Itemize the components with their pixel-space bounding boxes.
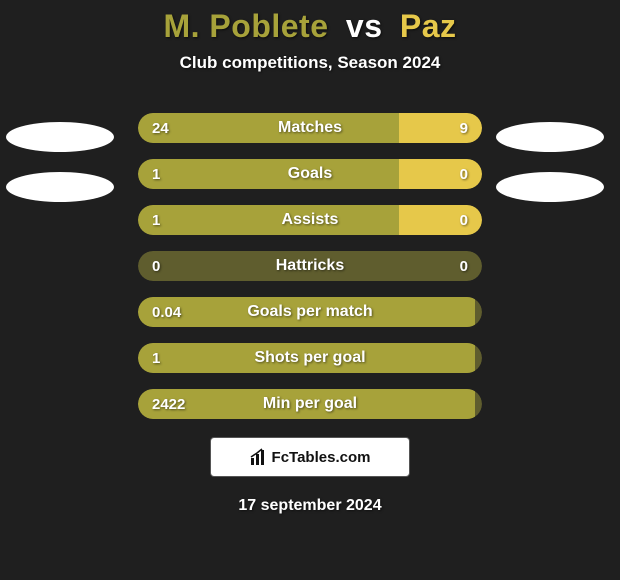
brand-link[interactable]: FcTables.com [210,437,410,477]
comparison-chart: Matches249Goals10Assists10Hattricks00Goa… [138,113,482,419]
stat-row: Shots per goal1 [138,343,482,373]
row-value-left: 24 [152,113,169,143]
title-player1: M. Poblete [163,8,328,44]
date-label: 17 september 2024 [0,497,620,515]
row-value-left: 1 [152,205,160,235]
row-value-right: 0 [460,205,468,235]
title-player2: Paz [400,8,457,44]
row-label: Assists [138,205,482,235]
row-label: Hattricks [138,251,482,281]
page-title: M. Poblete vs Paz [0,8,620,45]
row-value-right: 0 [460,251,468,281]
row-label: Matches [138,113,482,143]
content-root: M. Poblete vs Paz Club competitions, Sea… [0,0,620,580]
stat-row: Goals1 0 [138,159,482,189]
row-value-left: 1 [152,159,160,189]
stat-row: Min per goal2422 [138,389,482,419]
team-badge-left [6,172,114,202]
stat-row: Matches24 9 [138,113,482,143]
row-label: Shots per goal [138,343,482,373]
row-label: Goals [138,159,482,189]
row-value-left: 0.04 [152,297,181,327]
row-value-right: 0 [460,159,468,189]
team-badge-right [496,122,604,152]
row-value-left: 2422 [152,389,185,419]
row-value-left: 1 [152,343,160,373]
row-value-left: 0 [152,251,160,281]
subtitle: Club competitions, Season 2024 [0,53,620,73]
stat-row: Goals per match0.04 [138,297,482,327]
row-label: Min per goal [138,389,482,419]
team-badge-right [496,172,604,202]
chart-icon [250,448,268,466]
team-badge-left [6,122,114,152]
stat-row: Assists1 0 [138,205,482,235]
brand-text: FcTables.com [272,449,371,466]
row-label: Goals per match [138,297,482,327]
stat-row: Hattricks0 0 [138,251,482,281]
row-value-right: 9 [460,113,468,143]
title-vs: vs [346,8,383,44]
